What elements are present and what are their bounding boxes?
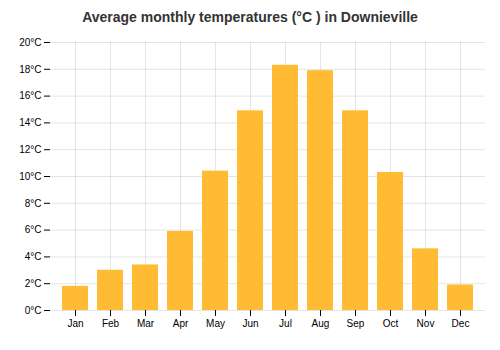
html-text:Average monthly temperatures (: Average monthly temperatures (°C ) in Do…	[82, 9, 418, 25]
svg-text:Jun: Jun	[242, 318, 258, 329]
svg-text:Sep: Sep	[347, 318, 365, 329]
svg-text:0°C: 0°C	[25, 305, 42, 316]
svg-text:Nov: Nov	[417, 318, 435, 329]
svg-text:16°C: 16°C	[19, 90, 41, 101]
svg-text:2°C: 2°C	[25, 278, 42, 289]
svg-text:8°C: 8°C	[25, 198, 42, 209]
svg-text:Aug: Aug	[312, 318, 330, 329]
svg-text:Apr: Apr	[173, 318, 189, 329]
svg-text:20°C: 20°C	[19, 37, 41, 48]
svg-text:May: May	[206, 318, 225, 329]
svg-text:6°C: 6°C	[25, 224, 42, 235]
svg-text:18°C: 18°C	[19, 64, 41, 75]
svg-text:Jul: Jul	[279, 318, 292, 329]
svg-text:Mar: Mar	[137, 318, 155, 329]
svg-text:Oct: Oct	[383, 318, 399, 329]
svg-text:Dec: Dec	[452, 318, 470, 329]
svg-text:10°C: 10°C	[19, 171, 41, 182]
svg-text:Feb: Feb	[102, 318, 120, 329]
svg-text:14°C: 14°C	[19, 117, 41, 128]
svg-text:12°C: 12°C	[19, 144, 41, 155]
svg-text:Jan: Jan	[67, 318, 83, 329]
svg-text:4°C: 4°C	[25, 251, 42, 262]
